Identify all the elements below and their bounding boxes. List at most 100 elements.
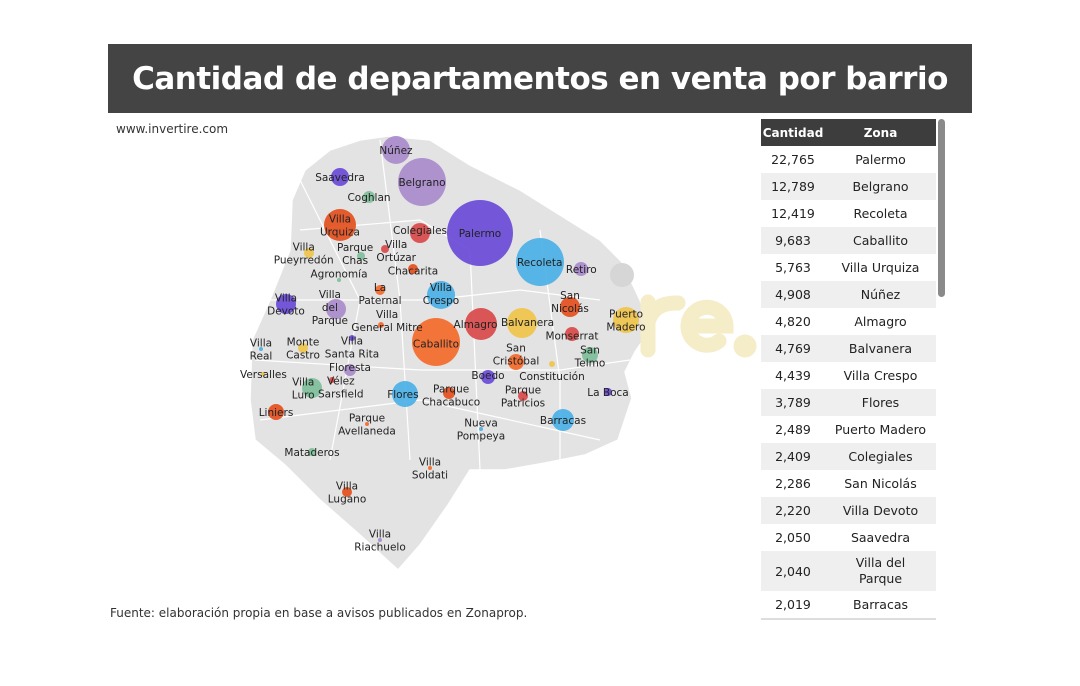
bubble-la-paternal[interactable] (375, 285, 385, 295)
bubble-parque-avellaneda[interactable] (365, 422, 369, 426)
bubble-parque-patricios[interactable] (518, 391, 528, 401)
bubble-villa-real[interactable] (259, 347, 263, 351)
bubble-villa-soldati[interactable] (428, 466, 432, 470)
bubble-versalles[interactable] (261, 372, 265, 376)
bubble-villa-ort-zar[interactable] (381, 245, 389, 253)
bubble-constituci-n[interactable] (549, 361, 555, 367)
table-scrollbar[interactable] (938, 119, 945, 624)
cell-cantidad: 4,439 (775, 368, 811, 383)
bubble-villa-urquiza[interactable] (324, 209, 356, 241)
bubble-label: San Cristóbal (493, 343, 540, 368)
bubble-villa-general-mitre[interactable] (378, 322, 384, 328)
cell-cantidad: 2,019 (775, 597, 811, 612)
bubble-label: La Boca (587, 387, 628, 399)
cell-cantidad: 4,769 (775, 341, 811, 356)
bubble-villa-luro[interactable] (302, 378, 322, 398)
bubble-liniers[interactable] (268, 404, 284, 420)
bubble-label: Colegiales (393, 225, 447, 237)
table-row: 12,789 Belgrano (761, 173, 936, 200)
bubble-boedo[interactable] (481, 370, 495, 384)
bubble-villa-devoto[interactable] (276, 294, 296, 314)
bubble-la-boca[interactable] (604, 388, 612, 396)
bubble-recoleta[interactable] (516, 238, 564, 286)
bubble-label: Parque Patricios (501, 385, 545, 410)
bubble-colegiales[interactable] (410, 223, 430, 243)
bubble-villa-del-parque[interactable] (326, 299, 346, 319)
header-cantidad[interactable]: Cantidad (762, 125, 824, 140)
cell-cantidad: 9,683 (775, 233, 811, 248)
bubble-n-ez[interactable] (382, 136, 410, 164)
bubble-label: Villa Pueyrredón (274, 242, 334, 267)
bubble-label: Retiro (566, 264, 597, 276)
bubble-villa-lugano[interactable] (342, 487, 352, 497)
cell-cantidad: 22,765 (771, 152, 815, 167)
table-row: 4,820 Almagro (761, 308, 936, 335)
table-row: 2,409 Colegiales (761, 443, 936, 470)
cell-cantidad: 2,040 (775, 563, 811, 579)
cell-cantidad: 4,820 (775, 314, 811, 329)
bubble-barracas[interactable] (552, 409, 574, 431)
watermark-dot (610, 263, 634, 287)
bubble-villa-crespo[interactable] (427, 281, 455, 309)
bubble-almagro[interactable] (465, 308, 497, 340)
bubble-label: Villa Crespo (423, 282, 459, 307)
bubble-floresta[interactable] (344, 364, 356, 376)
bubble-balvanera[interactable] (507, 308, 537, 338)
bubble-label: Parque Chas (337, 242, 373, 267)
bubble-agronom-a[interactable] (337, 278, 341, 282)
bubble-caballito[interactable] (412, 318, 460, 366)
cell-zona: Almagro (854, 313, 907, 329)
bubble-label: Villa Santa Rita (325, 335, 379, 360)
source-note: Fuente: elaboración propia en base a avi… (110, 606, 528, 620)
bubble-mataderos[interactable] (308, 448, 316, 456)
cell-cantidad: 2,050 (775, 530, 811, 545)
table-row: 4,439 Villa Crespo (761, 362, 936, 389)
bubble-label: Barracas (540, 415, 586, 427)
bubble-san-nicol-s[interactable] (560, 297, 580, 317)
bubble-saavedra[interactable] (331, 168, 349, 186)
bubble-villa-pueyrred-n[interactable] (304, 248, 314, 258)
bubble-label: Caballito (413, 339, 459, 351)
bubble-belgrano[interactable] (398, 158, 446, 206)
bubble-label: Versalles (240, 369, 287, 381)
district-border (254, 359, 631, 371)
cell-zona: Palermo (855, 151, 906, 167)
bubble-retiro[interactable] (574, 262, 588, 276)
bubble-label: Vélez Sarsfield (318, 376, 364, 401)
bubble-villa-santa-rita[interactable] (349, 335, 355, 341)
bubble-palermo[interactable] (447, 200, 513, 266)
cell-zona: Recoleta (853, 205, 908, 221)
table-row: 2,286 San Nicolás (761, 470, 936, 497)
bubble-monte-castro[interactable] (298, 343, 308, 353)
bubble-label: Balvanera (501, 317, 554, 329)
bubble-coghlan[interactable] (363, 191, 375, 203)
bubble-parque-chas[interactable] (357, 252, 365, 260)
bubble-label: Monte Castro (286, 337, 320, 362)
bubble-label: Puerto Madero (606, 309, 645, 334)
bubble-parque-chacabuco[interactable] (443, 387, 455, 399)
cell-cantidad: 12,789 (771, 179, 815, 194)
bubble-label: Villa General Mitre (351, 309, 422, 334)
bubble-flores[interactable] (392, 381, 418, 407)
bubble-label: Monserrat (545, 331, 598, 343)
table-body: 22,765 Palermo 12,789 Belgrano 12,419 Recolet… (761, 146, 936, 620)
header-zona[interactable]: Zona (863, 125, 898, 140)
district-border (299, 179, 361, 461)
bubble-nueva-pompeya[interactable] (479, 427, 483, 431)
bubble-label: La Paternal (358, 282, 401, 307)
bubble-villa-riachuelo[interactable] (378, 538, 382, 542)
bubble-monserrat[interactable] (565, 327, 579, 341)
table-row: 22,765 Palermo (761, 146, 936, 173)
watermark-logo (640, 294, 757, 358)
bubble-san-crist-bal[interactable] (508, 354, 524, 370)
scrollbar-thumb[interactable] (938, 119, 945, 297)
table-row: 12,419 Recoleta (761, 200, 936, 227)
bubble-label: Villa Soldati (412, 457, 448, 482)
bubble-san-telmo[interactable] (582, 347, 598, 363)
bubble-v-lez-sarsfield[interactable] (329, 377, 335, 383)
bubble-label: Recoleta (517, 257, 562, 269)
bubble-puerto-madero[interactable] (613, 307, 639, 333)
bubble-chacarita[interactable] (408, 264, 418, 274)
